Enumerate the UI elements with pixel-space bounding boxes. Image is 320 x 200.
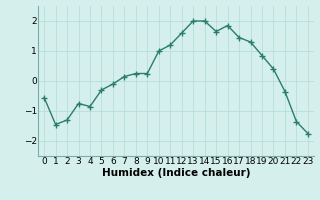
X-axis label: Humidex (Indice chaleur): Humidex (Indice chaleur)	[102, 168, 250, 178]
